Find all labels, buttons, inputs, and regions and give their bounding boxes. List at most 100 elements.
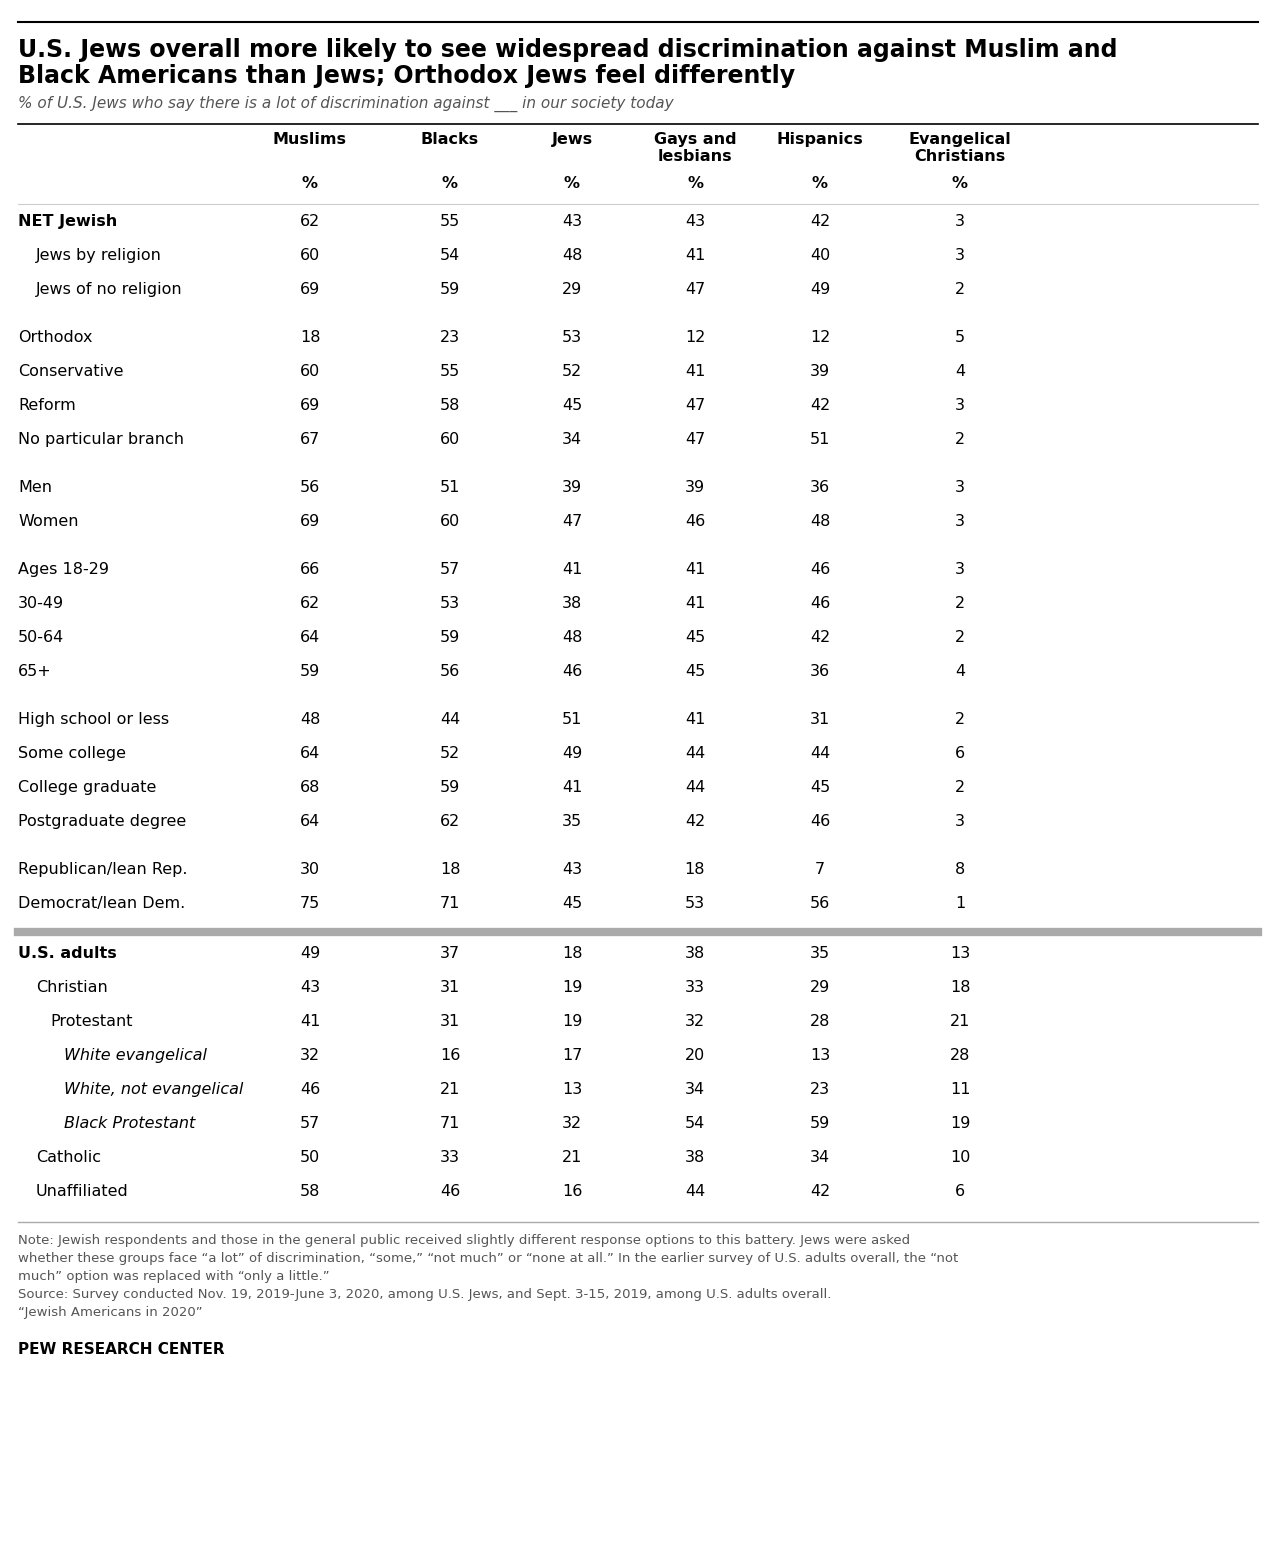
Text: 29: 29 [810, 980, 831, 996]
Text: 42: 42 [810, 631, 831, 645]
Text: 13: 13 [949, 946, 970, 962]
Text: 38: 38 [685, 1150, 706, 1166]
Text: 45: 45 [685, 663, 706, 679]
Text: Note: Jewish respondents and those in the general public received slightly diffe: Note: Jewish respondents and those in th… [18, 1234, 910, 1248]
Text: 62: 62 [440, 815, 461, 829]
Text: 55: 55 [440, 213, 461, 229]
Text: 40: 40 [810, 247, 831, 263]
Text: 47: 47 [561, 513, 582, 529]
Text: 21: 21 [440, 1082, 461, 1098]
Text: 29: 29 [561, 281, 582, 297]
Text: 38: 38 [685, 946, 706, 962]
Text: Evangelical
Christians: Evangelical Christians [909, 131, 1012, 164]
Text: 33: 33 [440, 1150, 461, 1166]
Text: 44: 44 [685, 781, 706, 795]
Text: Some college: Some college [18, 747, 126, 761]
Text: 18: 18 [440, 863, 461, 877]
Text: 12: 12 [685, 329, 706, 345]
Text: Republican/lean Rep.: Republican/lean Rep. [18, 863, 188, 877]
Text: 69: 69 [300, 397, 320, 413]
Text: White, not evangelical: White, not evangelical [64, 1082, 244, 1098]
Text: 62: 62 [300, 597, 320, 611]
Text: 39: 39 [561, 479, 582, 495]
Text: 3: 3 [954, 815, 965, 829]
Text: Hispanics: Hispanics [777, 131, 864, 147]
Text: 47: 47 [685, 397, 706, 413]
Text: 64: 64 [300, 815, 320, 829]
Text: 7: 7 [815, 863, 826, 877]
Text: 33: 33 [685, 980, 706, 996]
Text: 45: 45 [685, 631, 706, 645]
Text: 53: 53 [561, 329, 582, 345]
Text: 71: 71 [440, 1116, 461, 1132]
Text: 43: 43 [561, 213, 582, 229]
Text: 31: 31 [810, 713, 831, 727]
Text: 21: 21 [949, 1014, 970, 1030]
Text: 56: 56 [300, 479, 320, 495]
Text: White evangelical: White evangelical [64, 1048, 207, 1064]
Text: 17: 17 [561, 1048, 582, 1064]
Text: Catholic: Catholic [36, 1150, 101, 1166]
Text: 19: 19 [561, 980, 582, 996]
Text: 21: 21 [561, 1150, 582, 1166]
Text: Christian: Christian [36, 980, 107, 996]
Text: 34: 34 [810, 1150, 831, 1166]
Text: 42: 42 [685, 815, 706, 829]
Text: 43: 43 [685, 213, 706, 229]
Text: Gays and
lesbians: Gays and lesbians [653, 131, 736, 164]
Text: 48: 48 [810, 513, 831, 529]
Text: 11: 11 [949, 1082, 970, 1098]
Text: 44: 44 [685, 1184, 706, 1200]
Text: 3: 3 [954, 513, 965, 529]
Text: College graduate: College graduate [18, 781, 157, 795]
Text: %: % [812, 176, 828, 192]
Text: 34: 34 [561, 431, 582, 447]
Text: 30-49: 30-49 [18, 597, 64, 611]
Text: No particular branch: No particular branch [18, 431, 184, 447]
Text: 18: 18 [300, 329, 320, 345]
Text: Protestant: Protestant [50, 1014, 133, 1030]
Text: Women: Women [18, 513, 79, 529]
Text: 31: 31 [440, 980, 461, 996]
Text: % of U.S. Jews who say there is a lot of discrimination against ___ in our socie: % of U.S. Jews who say there is a lot of… [18, 96, 674, 113]
Text: 46: 46 [685, 513, 706, 529]
Text: 46: 46 [810, 563, 831, 577]
Text: 60: 60 [300, 247, 320, 263]
Text: 41: 41 [561, 781, 582, 795]
Text: 28: 28 [949, 1048, 970, 1064]
Text: 56: 56 [810, 897, 831, 911]
Text: 48: 48 [300, 713, 320, 727]
Text: 44: 44 [685, 747, 706, 761]
Text: 47: 47 [685, 431, 706, 447]
Text: 2: 2 [954, 713, 965, 727]
Text: %: % [564, 176, 581, 192]
Text: 58: 58 [300, 1184, 320, 1200]
Text: 39: 39 [810, 363, 831, 379]
Text: High school or less: High school or less [18, 713, 170, 727]
Text: 55: 55 [440, 363, 461, 379]
Text: 3: 3 [954, 213, 965, 229]
Text: Muslims: Muslims [273, 131, 347, 147]
Text: Jews of no religion: Jews of no religion [36, 281, 182, 297]
Text: 75: 75 [300, 897, 320, 911]
Text: 59: 59 [810, 1116, 831, 1132]
Text: Jews by religion: Jews by religion [36, 247, 162, 263]
Text: 39: 39 [685, 479, 706, 495]
Text: 3: 3 [954, 479, 965, 495]
Text: U.S. adults: U.S. adults [18, 946, 116, 962]
Text: 2: 2 [954, 781, 965, 795]
Text: 35: 35 [561, 815, 582, 829]
Text: 42: 42 [810, 213, 831, 229]
Text: 41: 41 [685, 563, 706, 577]
Text: 30: 30 [300, 863, 320, 877]
Text: 49: 49 [300, 946, 320, 962]
Text: 41: 41 [685, 363, 706, 379]
Text: 4: 4 [954, 363, 965, 379]
Text: 16: 16 [561, 1184, 582, 1200]
Text: 18: 18 [949, 980, 970, 996]
Text: 52: 52 [440, 747, 461, 761]
Text: 20: 20 [685, 1048, 706, 1064]
Text: 50: 50 [300, 1150, 320, 1166]
Text: %: % [302, 176, 318, 192]
Text: 46: 46 [561, 663, 582, 679]
